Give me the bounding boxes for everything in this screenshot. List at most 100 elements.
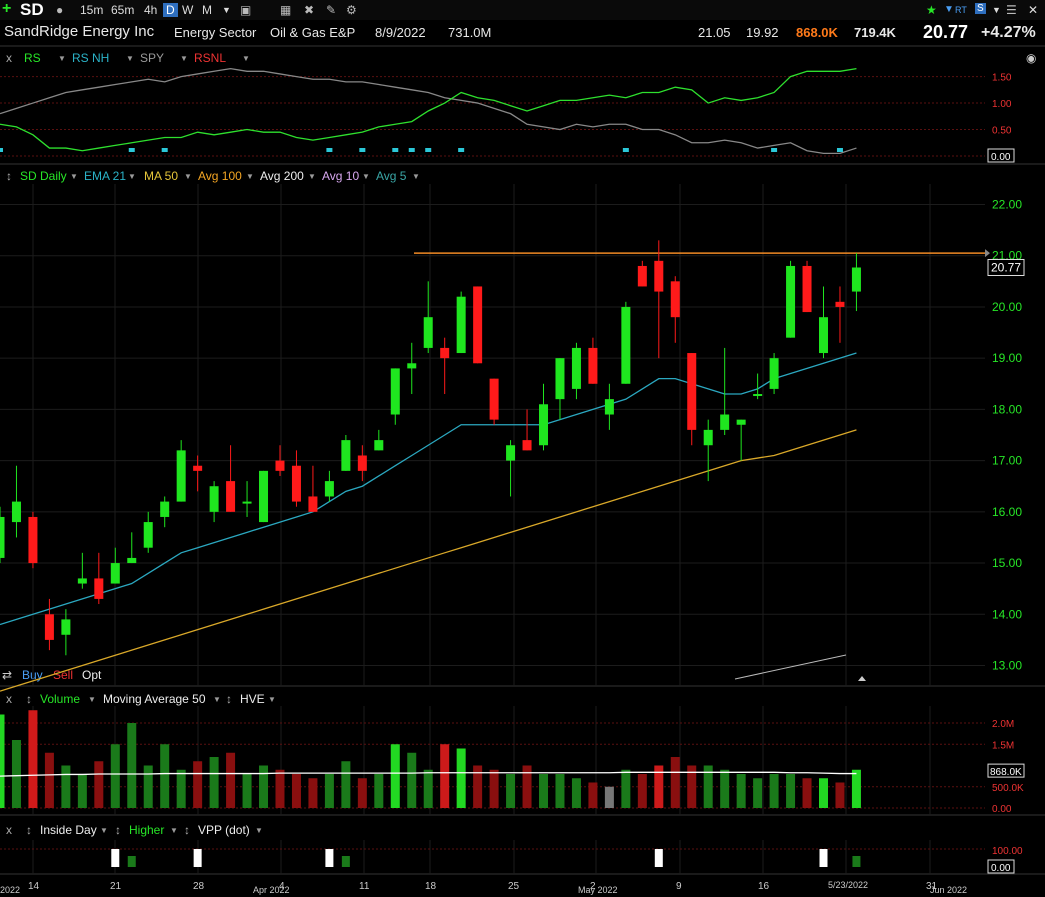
expand-icon[interactable]: ↕ <box>26 823 32 837</box>
share-icon[interactable]: ⚙ <box>346 3 357 17</box>
close-icon[interactable]: ✕ <box>1028 3 1039 17</box>
candle <box>720 347 730 435</box>
x-axis-label: 2022 <box>0 885 20 895</box>
x-axis-label: 28 <box>193 881 205 892</box>
chevron-down-icon[interactable]: ▼ <box>255 826 263 835</box>
chevron-down-icon[interactable]: ▼ <box>100 826 108 835</box>
layout-icon[interactable]: ▣ <box>240 3 252 17</box>
legend-avg-100[interactable]: Avg 100 <box>198 169 242 183</box>
expand-icon[interactable]: ↕ <box>115 823 121 837</box>
candle <box>786 260 796 338</box>
chevron-down-icon[interactable]: ▼ <box>412 172 420 181</box>
volume-bar <box>242 774 252 808</box>
legend-vpp-dot[interactable]: VPP (dot) <box>198 823 250 837</box>
candle <box>489 378 499 425</box>
legend-higher[interactable]: Higher <box>129 823 165 837</box>
chevron-down-icon[interactable]: ▼ <box>992 5 1001 15</box>
legend-sd-daily[interactable]: SD Daily <box>20 169 67 183</box>
rt-filter-icon[interactable]: ▼ <box>944 4 954 15</box>
chat-icon[interactable]: ● <box>56 3 64 17</box>
chevron-down-icon[interactable]: ▼ <box>180 54 188 63</box>
expand-icon[interactable]: ↕ <box>6 169 12 183</box>
price-axis-label: 13.00 <box>992 659 1022 673</box>
chevron-down-icon[interactable]: ▼ <box>242 54 250 63</box>
candle <box>308 465 318 512</box>
close-panel-icon[interactable]: x <box>6 51 12 65</box>
candle-body <box>242 501 252 504</box>
chevron-down-icon[interactable]: ▼ <box>268 695 276 704</box>
chevron-down-icon[interactable]: ▼ <box>128 172 136 181</box>
chevron-down-icon[interactable]: ▼ <box>184 172 192 181</box>
chevron-down-icon[interactable]: ▼ <box>222 5 231 15</box>
opt-button[interactable]: Opt <box>82 668 102 682</box>
volume-bar <box>604 786 614 808</box>
legend-avg-5[interactable]: Avg 5 <box>376 169 407 183</box>
tab-monthly[interactable]: M <box>202 3 212 17</box>
industry[interactable]: Oil & Gas E&P <box>270 25 356 40</box>
tab-4h[interactable]: 4h <box>144 3 158 17</box>
volume-bar <box>720 769 730 808</box>
higher-marker <box>341 856 350 867</box>
sell-button[interactable]: Sell <box>53 668 74 682</box>
tab-15m[interactable]: 15m <box>80 3 104 17</box>
expand-icon[interactable]: ↕ <box>226 692 232 706</box>
last-price: 20.77 <box>923 22 969 42</box>
legend-rs[interactable]: RS <box>24 51 41 65</box>
legend-inside-day[interactable]: Inside Day <box>40 823 97 837</box>
candle <box>77 552 87 589</box>
add-symbol-icon[interactable]: + <box>2 0 12 17</box>
candle-body <box>423 317 433 348</box>
candle <box>341 435 351 471</box>
legend-ema-21[interactable]: EMA 21 <box>84 169 127 183</box>
symbol-label[interactable]: SD <box>20 0 44 19</box>
legend-hve[interactable]: HVE <box>240 692 265 706</box>
legend-avg-10[interactable]: Avg 10 <box>322 169 360 183</box>
expand-icon[interactable]: ↕ <box>26 692 32 706</box>
rs-zero-box <box>987 148 1015 163</box>
tab-65m[interactable]: 65m <box>111 3 135 17</box>
chevron-down-icon[interactable]: ▼ <box>88 695 96 704</box>
palette-icon[interactable]: ◉ <box>1026 51 1037 65</box>
trade-icon[interactable]: ⇄ <box>2 668 13 682</box>
candle-body <box>259 470 269 523</box>
chevron-down-icon[interactable]: ▼ <box>213 695 221 704</box>
chevron-down-icon[interactable]: ▼ <box>126 54 134 63</box>
legend-spy[interactable]: SPY <box>140 51 165 65</box>
candle <box>703 419 713 482</box>
legend-avg-200[interactable]: Avg 200 <box>260 169 304 183</box>
chevron-down-icon[interactable]: ▼ <box>70 172 78 181</box>
buy-button[interactable]: Buy <box>22 668 43 682</box>
legend-ma-50[interactable]: MA 50 <box>144 169 179 183</box>
tools-icon[interactable]: ✖ <box>304 3 315 17</box>
candle <box>324 470 334 502</box>
settings-icon[interactable]: S <box>975 3 986 14</box>
tab-weekly[interactable]: W <box>182 3 194 17</box>
chevron-down-icon[interactable]: ▼ <box>58 54 66 63</box>
candle-body <box>506 445 516 461</box>
menu-icon[interactable]: ☰ <box>1006 3 1017 17</box>
legend-moving-average-50[interactable]: Moving Average 50 <box>103 692 206 706</box>
chevron-down-icon[interactable]: ▼ <box>362 172 370 181</box>
star-icon[interactable]: ★ <box>926 3 937 17</box>
legend-rs-nh[interactable]: RS NH <box>72 51 110 65</box>
rs-new-high-marker <box>359 148 366 152</box>
legend-volume[interactable]: Volume <box>40 692 81 706</box>
volume-bar <box>110 744 120 808</box>
calculator-icon[interactable]: ▦ <box>280 3 292 17</box>
price-panel-header: ↕ SD Daily ▼ EMA 21 ▼ MA 50 ▼ Avg 100 ▼ … <box>0 167 1045 185</box>
sector[interactable]: Energy Sector <box>174 25 257 40</box>
draw-icon[interactable]: ✎ <box>326 3 337 17</box>
expand-icon[interactable]: ↕ <box>184 823 190 837</box>
chevron-down-icon[interactable]: ▼ <box>246 172 254 181</box>
tab-daily[interactable]: D <box>163 3 178 17</box>
price-axis-label: 21.00 <box>992 249 1022 263</box>
pattern-axis-label: 0.00 <box>991 863 1011 874</box>
chevron-down-icon[interactable]: ▼ <box>308 172 316 181</box>
chevron-down-icon[interactable]: ▼ <box>170 826 178 835</box>
legend-rsnl[interactable]: RSNL <box>194 51 227 65</box>
last-price-axis-label: 20.77 <box>991 260 1021 274</box>
close-panel-icon[interactable]: x <box>6 692 12 706</box>
candle-body <box>670 281 680 318</box>
close-panel-icon[interactable]: x <box>6 823 12 837</box>
